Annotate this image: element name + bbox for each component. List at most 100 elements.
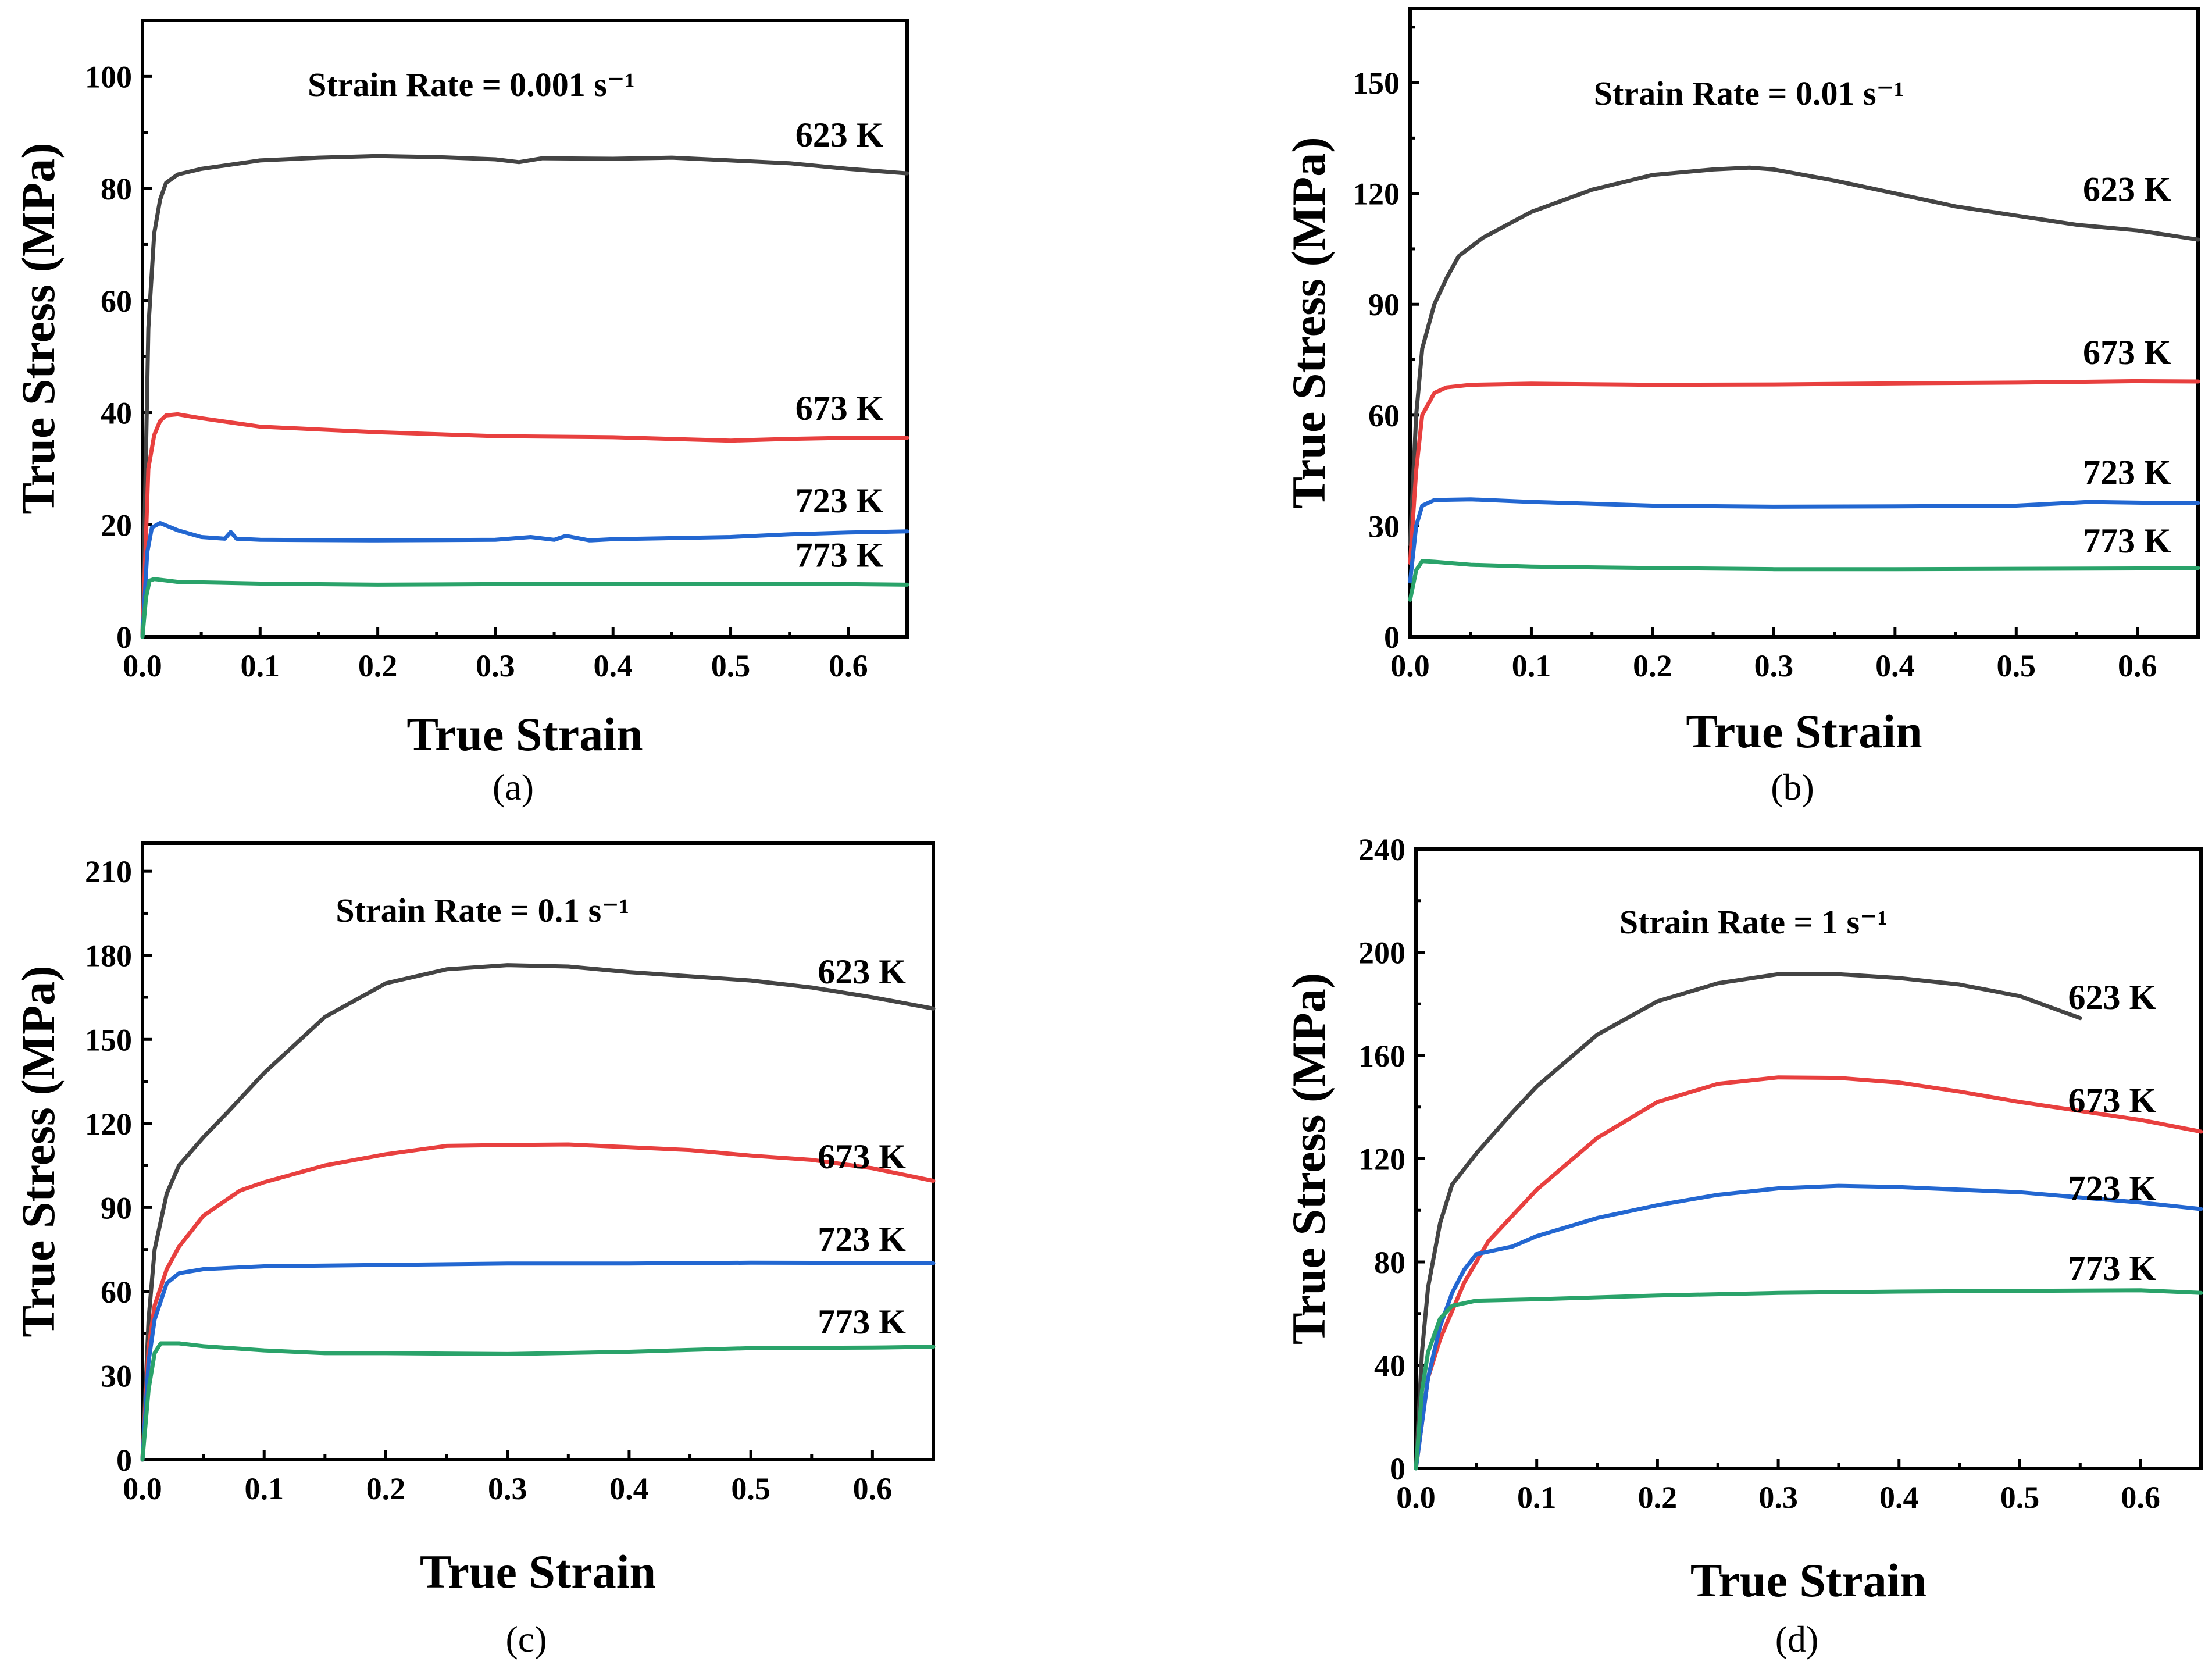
panel-d-series-673k: [1414, 1075, 2203, 1471]
panel-c-series-label: 673 K: [818, 1137, 906, 1176]
panel-b-series-label: 673 K: [2083, 333, 2171, 372]
panel-b-y-tick-label: 120: [1353, 177, 1400, 212]
panel-d-plot-frame: [1414, 847, 2203, 1470]
panel-c-y-tick-label: 150: [85, 1022, 132, 1057]
panel-c-y-tick-label: 60: [101, 1275, 132, 1310]
panel-d-y-axis-title: True Stress (MPa): [1282, 973, 1335, 1345]
panel-c-y-tick-label: 90: [101, 1190, 132, 1225]
panel-b-y-tick-label: 0: [1384, 620, 1400, 655]
panel-b-x-tick-label: 0.0: [1390, 648, 1430, 683]
panel-c-y-tick-label: 30: [101, 1358, 132, 1393]
panel-c-x-axis-title: True Strain: [420, 1545, 656, 1598]
panel-d-series-label: 723 K: [2068, 1169, 2157, 1208]
panel-c-x-tick-label: 0.2: [366, 1471, 406, 1506]
panel-a-x-tick-label: 0.2: [358, 648, 398, 683]
panel-d-x-tick-label: 0.6: [2121, 1480, 2160, 1515]
panel-a-title: Strain Rate = 0.001 s⁻¹: [308, 66, 635, 104]
panel-d-series-623k: [1414, 972, 2082, 1471]
panel-d-y-tick-label: 80: [1374, 1245, 1405, 1280]
panel-b-x-tick-label: 0.1: [1512, 648, 1551, 683]
panel-d-caption: (d): [1775, 1618, 1819, 1660]
panel-d-y-tick-label: 160: [1358, 1039, 1405, 1074]
panel-c: 0.0 0.1 0.2 0.3 0.4 0.5 0.6 0 30 60 90 120 150 180 210…: [12, 841, 936, 1660]
panel-a-caption: (a): [493, 766, 534, 808]
panel-b: 0.0 0.1 0.2 0.3 0.4 0.5 0.6 0 30 60 90 120 150 True S…: [1282, 7, 2200, 808]
panel-c-x-tick-label: 0.5: [731, 1471, 770, 1506]
panel-a-y-tick-label: 80: [101, 172, 132, 206]
panel-a-series-623k: [140, 154, 909, 639]
panel-d-series-label: 623 K: [2068, 978, 2157, 1017]
panel-c-y-tick-label: 120: [85, 1107, 132, 1142]
panel-a-series-673k: [140, 412, 909, 639]
panel-a-series-723k: [140, 520, 909, 639]
panel-c-y-tick-label: 0: [116, 1443, 132, 1478]
panel-a-y-tick-label: 20: [101, 508, 132, 543]
panel-d-series-label: 673 K: [2068, 1082, 2157, 1120]
panel-c-title: Strain Rate = 0.1 s⁻¹: [336, 891, 629, 929]
panel-c-x-tick-label: 0.6: [853, 1471, 893, 1506]
panel-b-y-tick-label: 150: [1353, 66, 1400, 101]
panel-a-series-label: 623 K: [795, 116, 884, 154]
panel-d-x-axis-title: True Strain: [1690, 1554, 1926, 1607]
panel-a-x-tick-label: 0.6: [829, 648, 868, 683]
panel-d-x-tick-label: 0.1: [1517, 1480, 1557, 1515]
panel-b-y-tick-label: 60: [1368, 398, 1400, 433]
panel-b-x-tick-label: 0.4: [1875, 648, 1915, 683]
panel-d-y-tick-label: 120: [1358, 1142, 1405, 1177]
panel-b-series-673k: [1408, 379, 2200, 565]
panel-a-x-tick-label: 0.1: [241, 648, 280, 683]
panel-b-x-axis-title: True Strain: [1686, 705, 1922, 758]
panel-b-series-label: 723 K: [2083, 454, 2171, 492]
panel-b-series-773k: [1408, 559, 2200, 602]
panel-b-plot-frame: [1408, 7, 2200, 639]
panel-a-x-tick-label: 0.5: [711, 648, 751, 683]
panel-d: 0.0 0.1 0.2 0.3 0.4 0.5 0.6 0 40 80 120 160 200 240 Tr…: [1282, 832, 2203, 1660]
panel-d-x-tick-label: 0.3: [1758, 1480, 1798, 1515]
panel-d-series-773k: [1414, 1288, 2203, 1471]
panel-b-x-tick-label: 0.5: [1997, 648, 2036, 683]
panel-b-series-label: 773 K: [2083, 522, 2171, 560]
panel-a-y-tick-label: 100: [85, 59, 132, 94]
panel-b-series-723k: [1408, 497, 2200, 584]
panel-a-x-tick-label: 0.0: [123, 648, 162, 683]
panel-a-plot-frame: [141, 19, 909, 639]
panel-c-x-tick-label: 0.4: [609, 1471, 649, 1506]
panel-c-y-tick-label: 180: [85, 939, 132, 973]
panel-b-x-tick-label: 0.3: [1754, 648, 1794, 683]
panel-b-series-623k: [1408, 165, 2200, 547]
panel-a-y-tick-label: 60: [101, 284, 132, 319]
panel-b-series-label: 623 K: [2083, 170, 2171, 208]
panel-c-series-723k: [140, 1260, 936, 1462]
panel-a-series-label: 673 K: [795, 389, 884, 427]
panel-b-y-tick-label: 90: [1368, 287, 1400, 322]
panel-d-y-tick-label: 0: [1390, 1452, 1405, 1486]
panel-c-y-axis-title: True Stress (MPa): [12, 965, 65, 1337]
panel-a-x-tick-label: 0.3: [476, 648, 515, 683]
panel-d-y-tick-label: 200: [1358, 936, 1405, 971]
panel-d-title: Strain Rate = 1 s⁻¹: [1619, 903, 1888, 941]
panel-c-series-773k: [140, 1341, 936, 1462]
panel-a-x-tick-label: 0.4: [593, 648, 633, 683]
panel-d-x-tick-label: 0.5: [2000, 1480, 2040, 1515]
panel-b-caption: (b): [1771, 766, 1814, 808]
panel-c-series-label: 773 K: [818, 1303, 906, 1341]
panel-d-series-723k: [1414, 1183, 2203, 1471]
panel-c-x-tick-label: 0.3: [488, 1471, 527, 1506]
panel-c-x-tick-label: 0.0: [123, 1471, 162, 1506]
panel-b-title: Strain Rate = 0.01 s⁻¹: [1594, 74, 1904, 112]
panel-d-y-tick-label: 240: [1358, 832, 1405, 867]
panel-a-series-label: 723 K: [795, 482, 884, 520]
panel-b-x-tick-label: 0.2: [1633, 648, 1672, 683]
panel-c-plot-frame: [141, 841, 935, 1461]
panel-b-x-tick-label: 0.6: [2118, 648, 2157, 683]
panel-a-x-axis-title: True Strain: [406, 708, 643, 761]
panel-d-x-tick-label: 0.4: [1879, 1480, 1919, 1515]
panel-d-y-tick-label: 40: [1374, 1349, 1405, 1383]
panel-a-y-axis-title: True Stress (MPa): [12, 142, 65, 514]
panel-c-y-tick-label: 210: [85, 854, 132, 889]
panel-a-y-tick-label: 40: [101, 396, 132, 431]
panel-c-series-label: 623 K: [818, 953, 906, 991]
panel-c-series-623k: [140, 963, 936, 1462]
panel-c-series-673k: [140, 1142, 936, 1462]
panel-b-y-tick-label: 30: [1368, 509, 1400, 544]
